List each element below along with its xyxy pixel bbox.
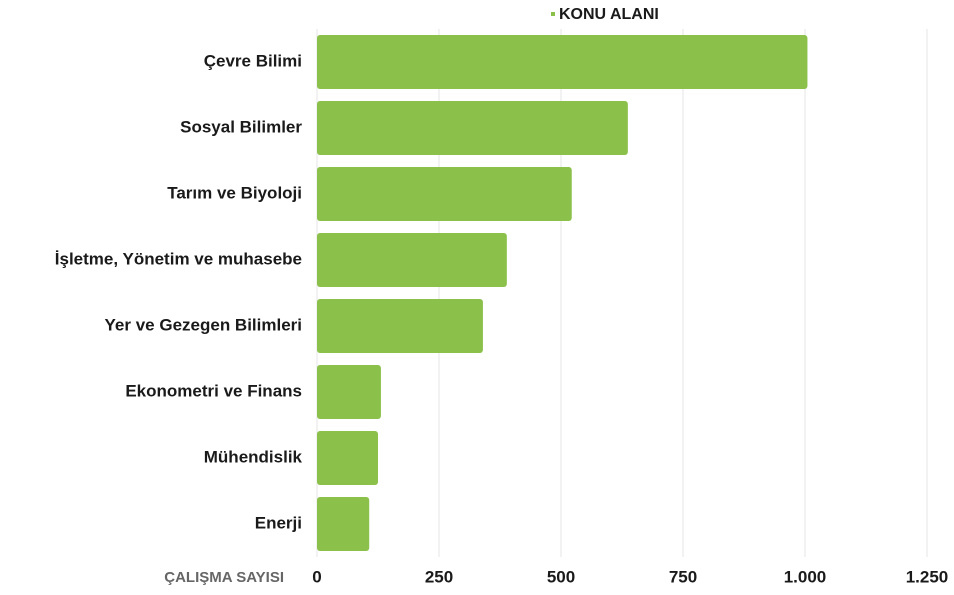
bar: [317, 365, 381, 419]
y-tick-label: Yer ve Gezegen Bilimleri: [105, 315, 302, 334]
x-tick-label: 750: [669, 567, 697, 586]
y-tick-label: Çevre Bilimi: [204, 51, 302, 70]
y-tick-label: Sosyal Bilimler: [180, 117, 302, 136]
y-tick-label: Tarım ve Biyoloji: [167, 183, 302, 202]
bar: [317, 299, 483, 353]
x-axis-label: ÇALIŞMA SAYISI: [164, 569, 284, 586]
x-tick-label: 1.000: [784, 567, 827, 586]
y-tick-label: Enerji: [255, 513, 302, 532]
legend-swatch: [551, 12, 555, 16]
x-tick-label: 500: [547, 567, 575, 586]
bar: [317, 167, 572, 221]
y-tick-label: Ekonometri ve Finans: [125, 381, 302, 400]
bar: [317, 497, 370, 551]
x-tick-label: 1.250: [906, 567, 949, 586]
x-tick-label: 250: [425, 567, 453, 586]
y-tick-label: Mühendislik: [204, 447, 303, 466]
legend-label: KONU ALANI: [559, 6, 659, 23]
bar: [317, 35, 808, 89]
bar: [317, 431, 378, 485]
bar: [317, 101, 628, 155]
bar: [317, 233, 507, 287]
x-tick-label: 0: [312, 567, 321, 586]
y-tick-label: İşletme, Yönetim ve muhasebe: [55, 249, 302, 268]
